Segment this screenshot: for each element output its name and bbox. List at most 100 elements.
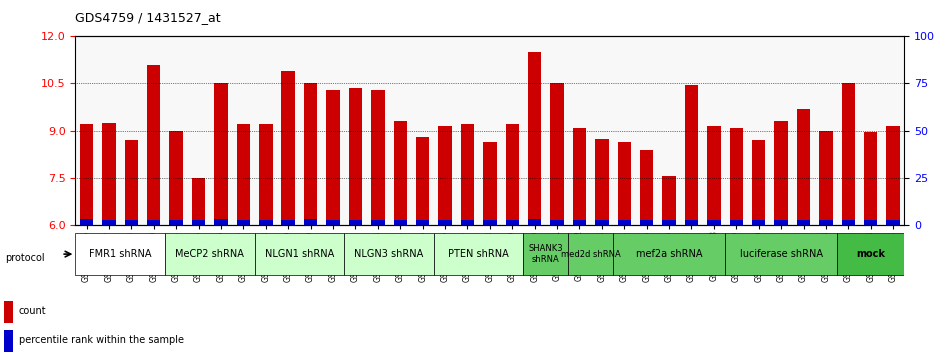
- Text: mock: mock: [856, 249, 885, 259]
- Bar: [864, 220, 877, 225]
- FancyBboxPatch shape: [75, 233, 165, 275]
- Bar: [147, 220, 160, 225]
- Text: SHANK3
shRNA: SHANK3 shRNA: [528, 244, 563, 264]
- FancyBboxPatch shape: [254, 233, 344, 275]
- Bar: [685, 220, 698, 225]
- Bar: [349, 88, 362, 225]
- Bar: [282, 71, 295, 225]
- Bar: [259, 125, 272, 225]
- Bar: [170, 131, 183, 225]
- Bar: [886, 126, 900, 225]
- Text: luciferase shRNA: luciferase shRNA: [739, 249, 822, 259]
- Bar: [618, 220, 631, 225]
- Text: count: count: [19, 306, 46, 316]
- Bar: [304, 83, 317, 225]
- Bar: [103, 123, 116, 225]
- FancyBboxPatch shape: [434, 233, 524, 275]
- Bar: [528, 219, 542, 225]
- FancyBboxPatch shape: [165, 233, 254, 275]
- Bar: [483, 220, 496, 225]
- Bar: [752, 140, 766, 225]
- Bar: [170, 220, 183, 225]
- Bar: [304, 219, 317, 225]
- Bar: [192, 220, 205, 225]
- Bar: [841, 220, 855, 225]
- Text: protocol: protocol: [5, 253, 44, 263]
- Bar: [124, 220, 138, 225]
- FancyBboxPatch shape: [568, 233, 613, 275]
- Text: GDS4759 / 1431527_at: GDS4759 / 1431527_at: [75, 11, 221, 24]
- Bar: [685, 85, 698, 225]
- Bar: [820, 131, 833, 225]
- Bar: [236, 220, 251, 225]
- Bar: [103, 220, 116, 225]
- Bar: [886, 220, 900, 225]
- Bar: [774, 220, 788, 225]
- Bar: [394, 220, 407, 225]
- Bar: [147, 65, 160, 225]
- Bar: [80, 219, 93, 225]
- Bar: [371, 220, 384, 225]
- Bar: [550, 220, 563, 225]
- Bar: [595, 139, 609, 225]
- Bar: [124, 140, 138, 225]
- FancyBboxPatch shape: [725, 233, 837, 275]
- Bar: [841, 83, 855, 225]
- Bar: [349, 220, 362, 225]
- Bar: [506, 125, 519, 225]
- Bar: [326, 220, 340, 225]
- Bar: [640, 150, 654, 225]
- Bar: [416, 137, 430, 225]
- Bar: [729, 127, 743, 225]
- Text: NLGN1 shRNA: NLGN1 shRNA: [265, 249, 334, 259]
- Bar: [595, 220, 609, 225]
- Bar: [662, 176, 675, 225]
- Bar: [282, 220, 295, 225]
- Bar: [4, 330, 13, 352]
- Bar: [483, 142, 496, 225]
- Bar: [461, 220, 474, 225]
- Text: PTEN shRNA: PTEN shRNA: [448, 249, 509, 259]
- Bar: [192, 178, 205, 225]
- Bar: [573, 220, 586, 225]
- Bar: [461, 125, 474, 225]
- Bar: [752, 220, 766, 225]
- Text: FMR1 shRNA: FMR1 shRNA: [89, 249, 152, 259]
- Bar: [506, 220, 519, 225]
- Bar: [214, 83, 228, 225]
- Bar: [774, 121, 788, 225]
- Text: NLGN3 shRNA: NLGN3 shRNA: [354, 249, 424, 259]
- Bar: [236, 125, 251, 225]
- FancyBboxPatch shape: [524, 233, 568, 275]
- Bar: [528, 52, 542, 225]
- Text: percentile rank within the sample: percentile rank within the sample: [19, 335, 184, 345]
- Bar: [438, 220, 452, 225]
- Bar: [371, 90, 384, 225]
- Bar: [864, 132, 877, 225]
- Bar: [820, 220, 833, 225]
- Bar: [707, 126, 721, 225]
- Bar: [640, 220, 654, 225]
- Text: mef2a shRNA: mef2a shRNA: [636, 249, 703, 259]
- Bar: [394, 121, 407, 225]
- Bar: [80, 125, 93, 225]
- FancyBboxPatch shape: [837, 233, 904, 275]
- Bar: [326, 90, 340, 225]
- Bar: [214, 219, 228, 225]
- Bar: [797, 220, 810, 225]
- Bar: [662, 220, 675, 225]
- Bar: [573, 127, 586, 225]
- Bar: [797, 109, 810, 225]
- Bar: [416, 220, 430, 225]
- Bar: [259, 220, 272, 225]
- Bar: [550, 83, 563, 225]
- Bar: [729, 220, 743, 225]
- Text: MeCP2 shRNA: MeCP2 shRNA: [175, 249, 244, 259]
- FancyBboxPatch shape: [344, 233, 434, 275]
- Bar: [438, 126, 452, 225]
- Bar: [618, 142, 631, 225]
- FancyBboxPatch shape: [613, 233, 725, 275]
- Text: med2d shRNA: med2d shRNA: [560, 250, 621, 258]
- Bar: [707, 220, 721, 225]
- Bar: [4, 301, 13, 323]
